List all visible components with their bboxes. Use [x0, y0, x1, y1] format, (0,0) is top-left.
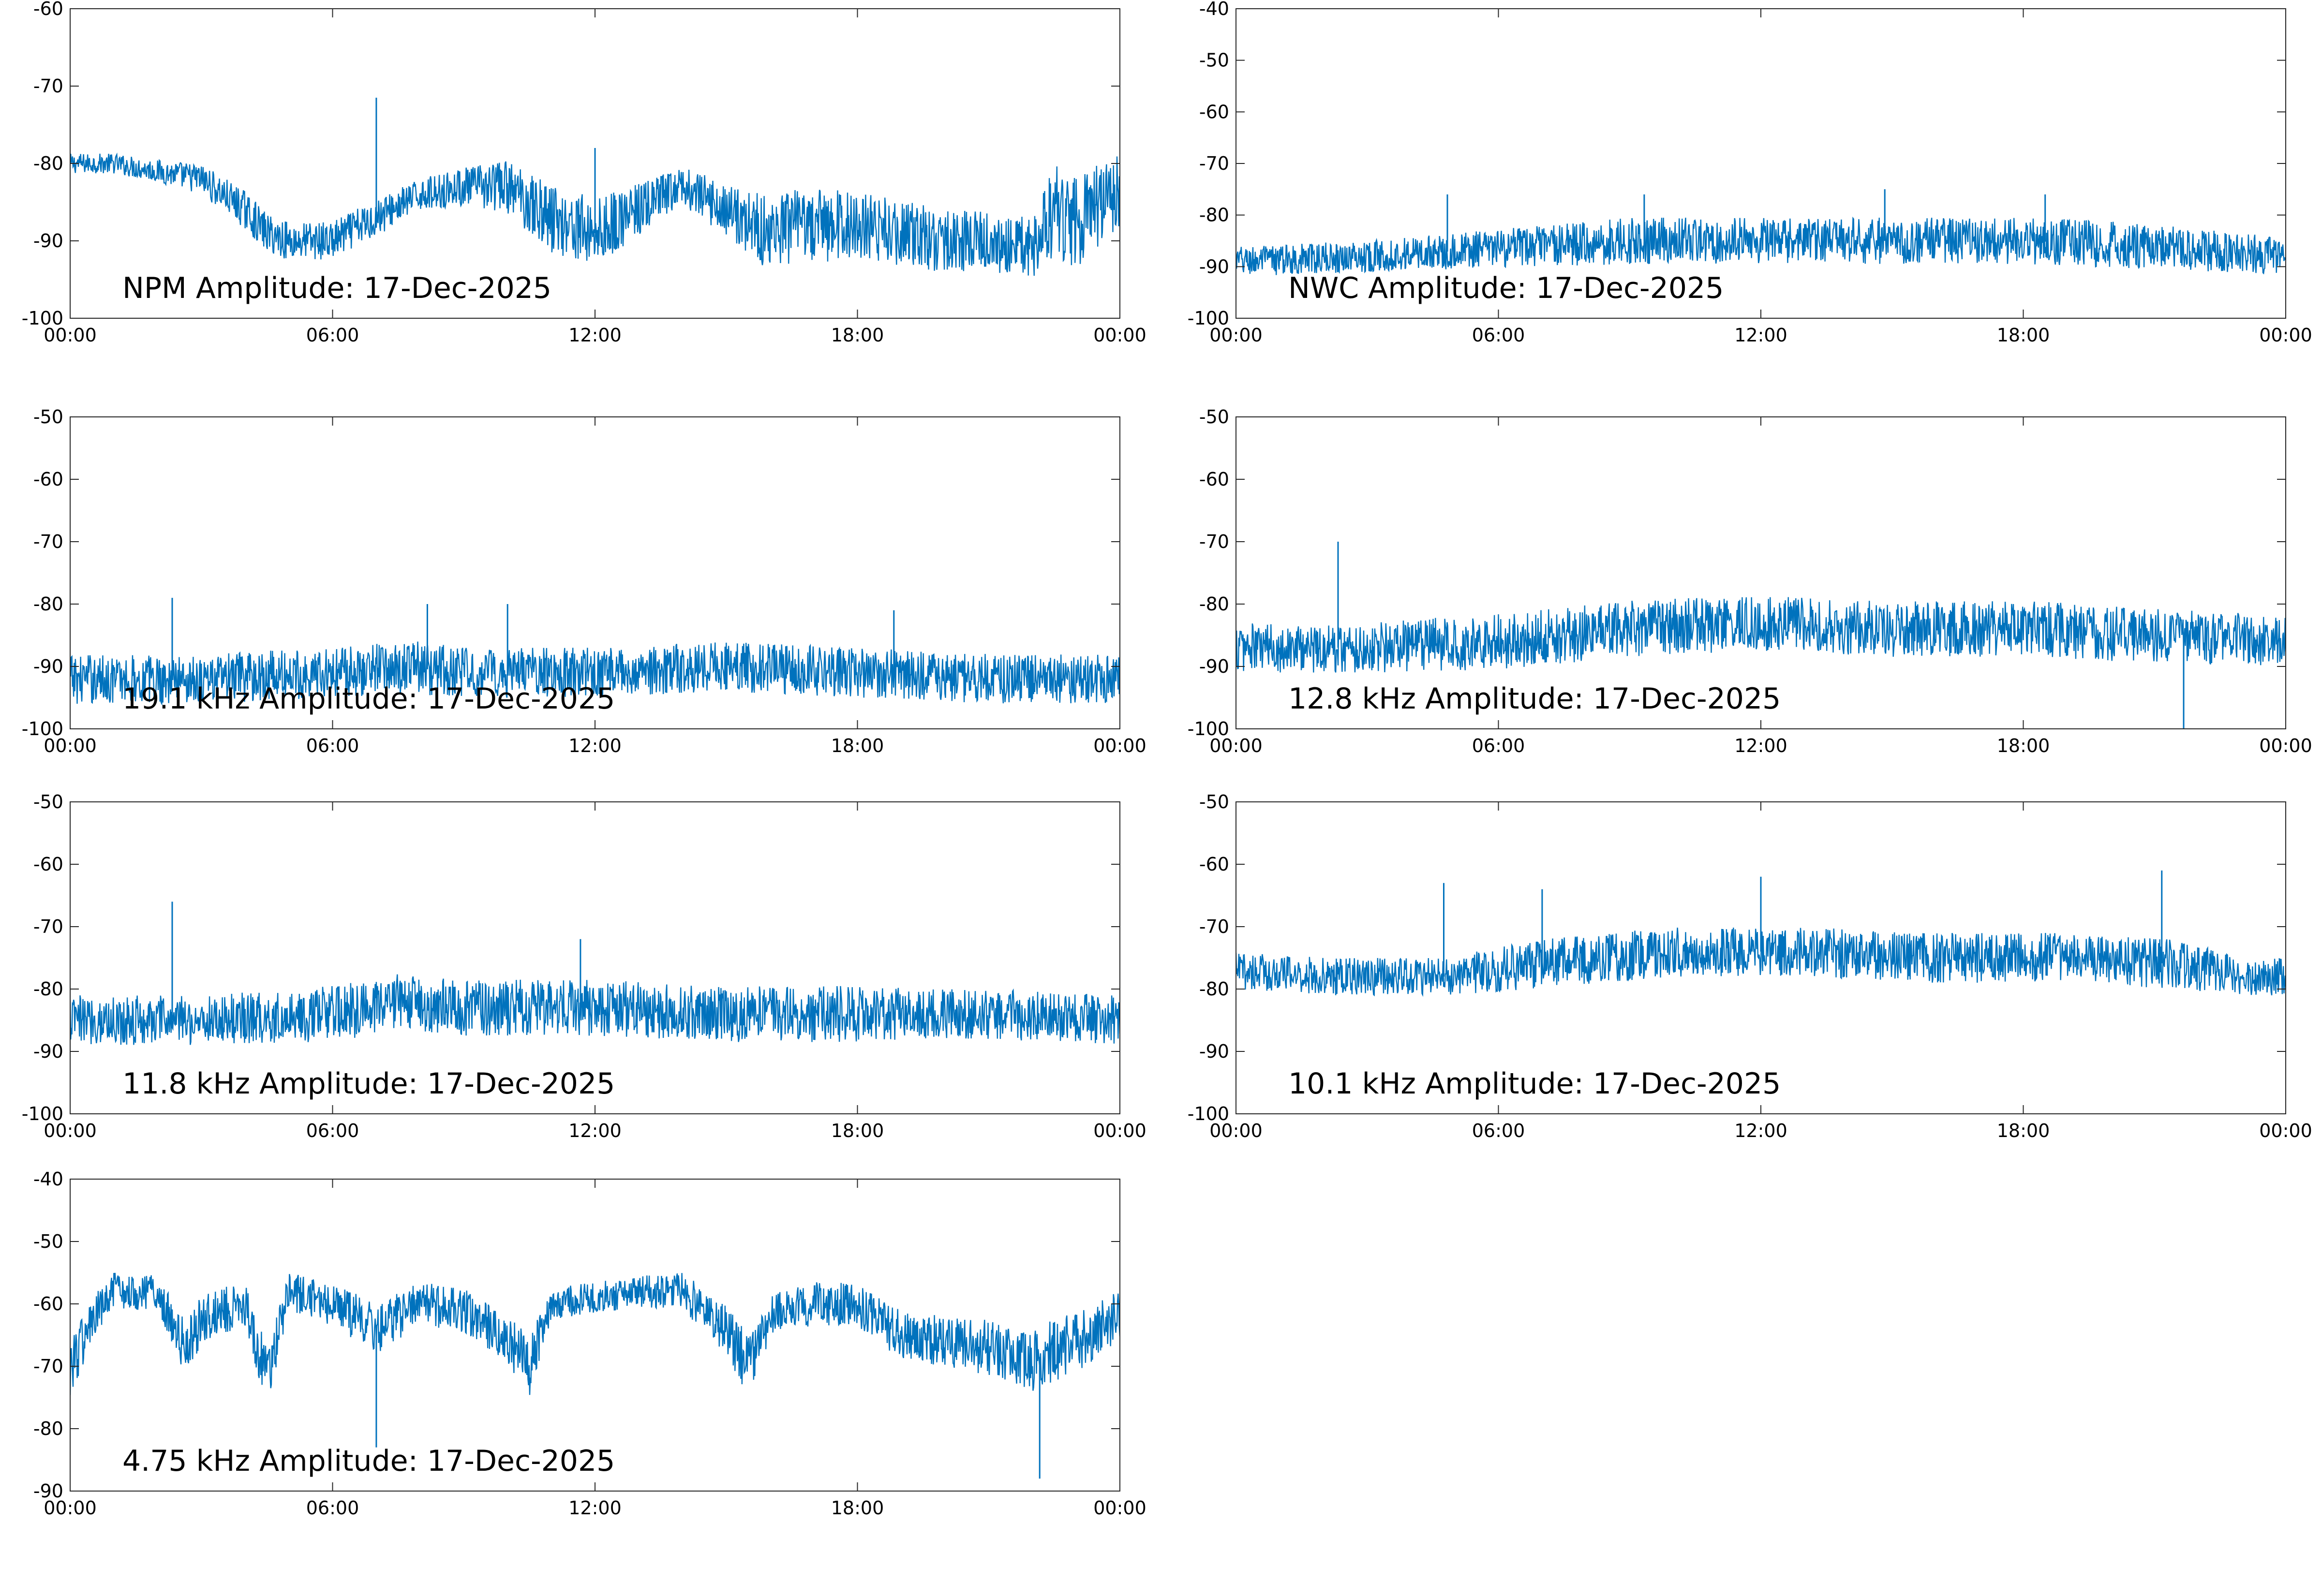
- y-tick-label: -60: [1199, 101, 1229, 122]
- y-tick-label: -70: [33, 531, 63, 552]
- x-tick-label: 06:00: [1472, 325, 1525, 346]
- x-tick-label: 00:00: [1093, 735, 1146, 756]
- panel-title: NWC Amplitude: 17-Dec-2025: [1288, 271, 1724, 305]
- y-tick-label: -40: [1199, 0, 1229, 19]
- x-tick-label: 18:00: [1997, 1120, 2050, 1141]
- x-tick-label: 18:00: [1997, 735, 2050, 756]
- x-tick-label: 06:00: [306, 1120, 359, 1141]
- x-tick-label: 12:00: [568, 1120, 622, 1141]
- x-tick-label: 00:00: [44, 1120, 97, 1141]
- x-tick-label: 12:00: [1734, 735, 1787, 756]
- x-tick-label: 18:00: [831, 1120, 884, 1141]
- y-tick-label: -50: [1199, 406, 1229, 428]
- panel-title: 11.8 kHz Amplitude: 17-Dec-2025: [122, 1067, 615, 1101]
- panel-title: 4.75 kHz Amplitude: 17-Dec-2025: [122, 1444, 615, 1478]
- y-tick-label: -50: [1199, 50, 1229, 71]
- y-tick-label: -80: [1199, 978, 1229, 1000]
- y-tick-label: -100: [22, 1103, 63, 1124]
- series-line: [1236, 597, 2286, 673]
- x-tick-label: 18:00: [831, 1497, 884, 1519]
- x-tick-label: 06:00: [306, 735, 359, 756]
- x-tick-label: 06:00: [1472, 1120, 1525, 1141]
- y-tick-label: -50: [33, 406, 63, 428]
- y-tick-label: -90: [1199, 256, 1229, 277]
- series-line: [1236, 216, 2286, 275]
- y-tick-label: -70: [33, 916, 63, 937]
- y-tick-label: -70: [33, 1356, 63, 1377]
- y-tick-label: -70: [1199, 531, 1229, 552]
- y-tick-label: -80: [33, 978, 63, 1000]
- y-tick-label: -90: [33, 1041, 63, 1062]
- y-tick-label: -90: [33, 1480, 63, 1502]
- y-tick-label: -100: [1188, 718, 1229, 739]
- y-tick-label: -80: [33, 593, 63, 615]
- x-tick-label: 12:00: [568, 325, 622, 346]
- series-line: [70, 152, 1120, 276]
- x-tick-label: 00:00: [1209, 1120, 1263, 1141]
- y-tick-label: -70: [1199, 153, 1229, 174]
- x-tick-label: 18:00: [831, 325, 884, 346]
- x-tick-label: 00:00: [2259, 735, 2312, 756]
- y-tick-label: -90: [1199, 1041, 1229, 1062]
- x-tick-label: 00:00: [1093, 1497, 1146, 1519]
- x-tick-label: 06:00: [1472, 735, 1525, 756]
- x-tick-label: 00:00: [1209, 735, 1263, 756]
- y-tick-label: -50: [1199, 791, 1229, 813]
- y-tick-label: -60: [1199, 469, 1229, 490]
- y-tick-label: -40: [33, 1168, 63, 1190]
- series-line: [70, 974, 1120, 1045]
- x-tick-label: 12:00: [1734, 325, 1787, 346]
- x-tick-label: 12:00: [568, 1497, 622, 1519]
- y-tick-label: -80: [33, 1418, 63, 1439]
- y-tick-label: -90: [33, 230, 63, 251]
- x-tick-label: 00:00: [1093, 325, 1146, 346]
- x-tick-label: 00:00: [44, 735, 97, 756]
- panel-title: 12.8 kHz Amplitude: 17-Dec-2025: [1288, 682, 1781, 716]
- x-tick-label: 06:00: [306, 325, 359, 346]
- y-tick-label: -90: [1199, 656, 1229, 677]
- y-tick-label: -60: [33, 0, 63, 19]
- y-tick-label: -100: [22, 718, 63, 739]
- y-tick-label: -80: [1199, 593, 1229, 615]
- y-tick-label: -70: [1199, 916, 1229, 937]
- y-tick-label: -60: [33, 854, 63, 875]
- x-tick-label: 12:00: [568, 735, 622, 756]
- y-tick-label: -100: [22, 308, 63, 329]
- panel-title: 10.1 kHz Amplitude: 17-Dec-2025: [1288, 1067, 1781, 1101]
- x-tick-label: 06:00: [306, 1497, 359, 1519]
- y-tick-label: -80: [1199, 205, 1229, 226]
- y-tick-label: -100: [1188, 308, 1229, 329]
- x-tick-label: 00:00: [44, 325, 97, 346]
- x-tick-label: 00:00: [2259, 325, 2312, 346]
- x-tick-label: 00:00: [1093, 1120, 1146, 1141]
- y-tick-label: -50: [33, 791, 63, 813]
- panel-title: 19.1 kHz Amplitude: 17-Dec-2025: [122, 682, 615, 716]
- x-tick-label: 00:00: [2259, 1120, 2312, 1141]
- x-tick-label: 18:00: [831, 735, 884, 756]
- y-tick-label: -90: [33, 656, 63, 677]
- x-tick-label: 18:00: [1997, 325, 2050, 346]
- y-tick-label: -50: [33, 1231, 63, 1252]
- series-line: [70, 1272, 1120, 1395]
- y-tick-label: -60: [33, 469, 63, 490]
- series-line: [70, 641, 1120, 706]
- y-tick-label: -70: [33, 75, 63, 97]
- x-tick-label: 00:00: [44, 1497, 97, 1519]
- y-tick-label: -100: [1188, 1103, 1229, 1124]
- x-tick-label: 00:00: [1209, 325, 1263, 346]
- x-tick-label: 12:00: [1734, 1120, 1787, 1141]
- series-line: [1236, 927, 2286, 997]
- y-tick-label: -80: [33, 153, 63, 174]
- y-tick-label: -60: [33, 1293, 63, 1315]
- panel-title: NPM Amplitude: 17-Dec-2025: [122, 271, 551, 305]
- y-tick-label: -60: [1199, 854, 1229, 875]
